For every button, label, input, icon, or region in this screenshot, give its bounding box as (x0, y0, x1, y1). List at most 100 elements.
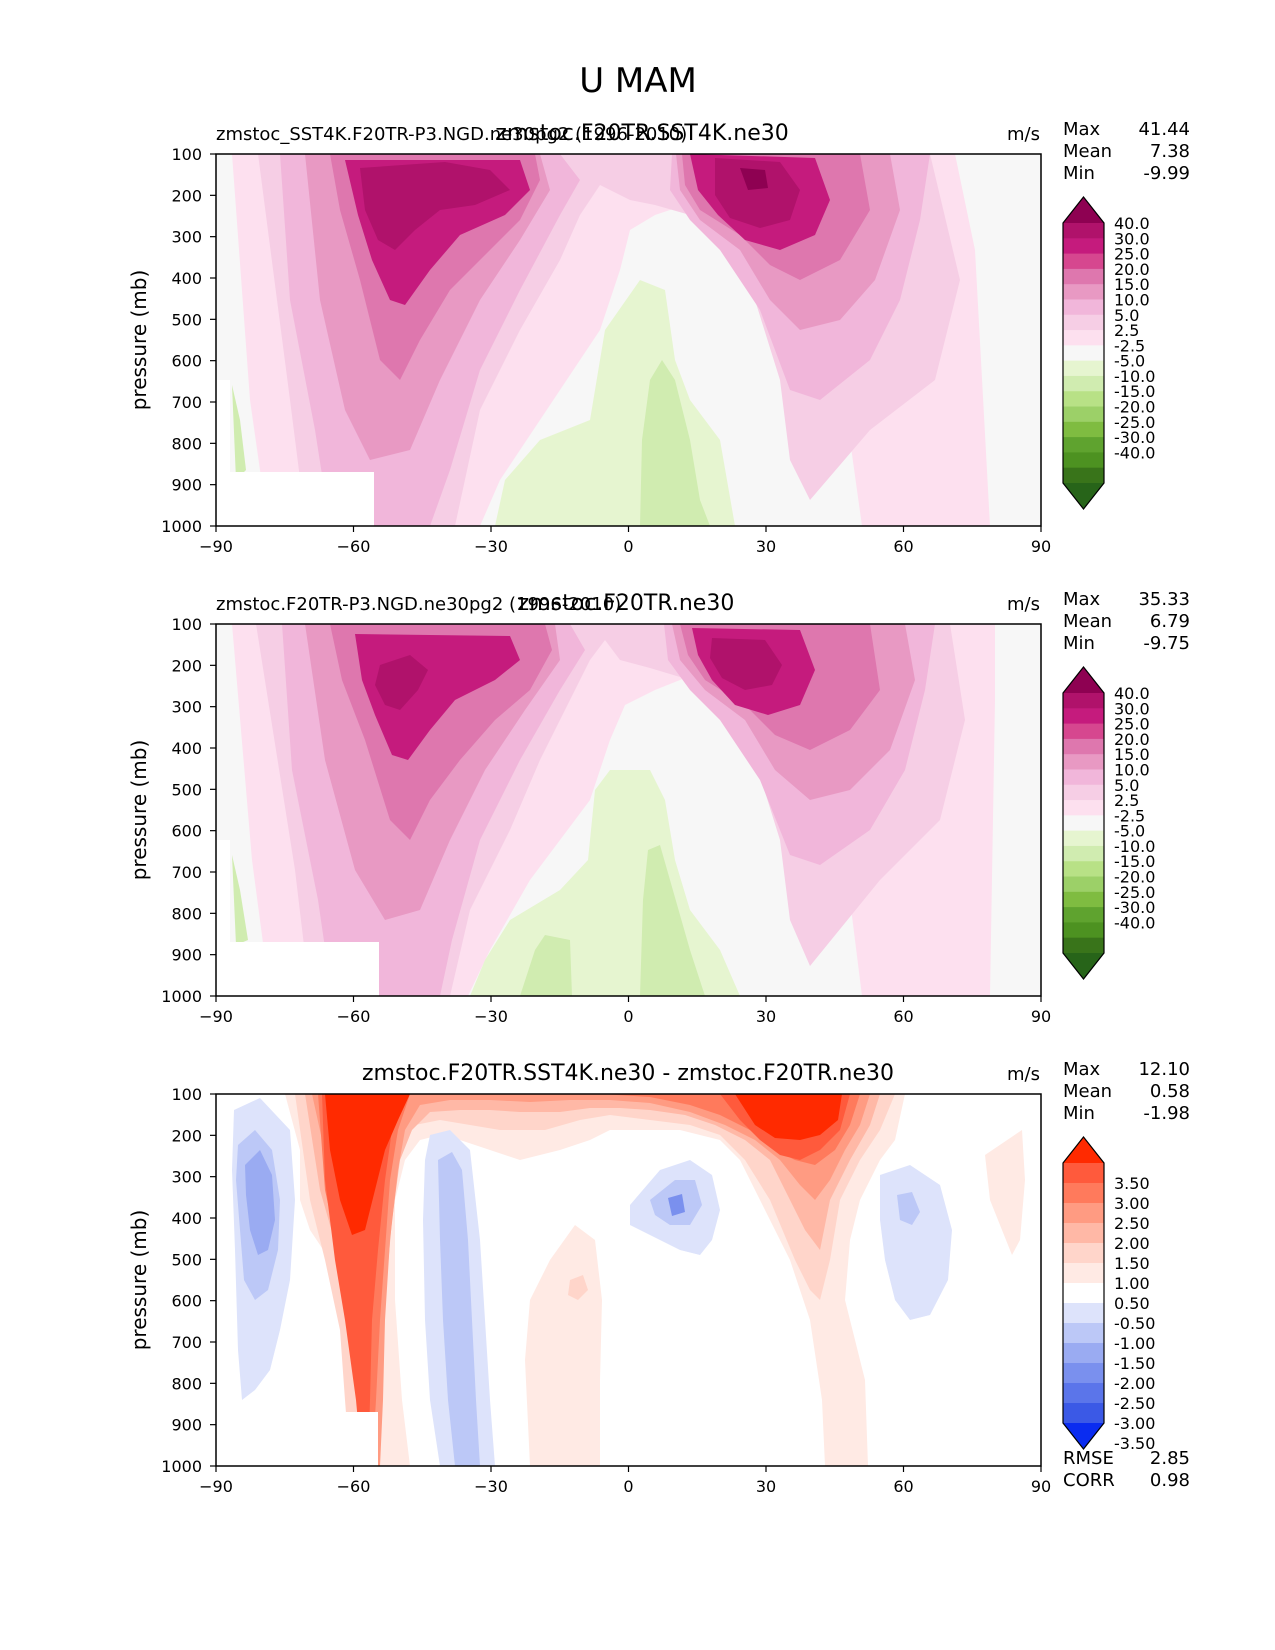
figure-title: U MAM (579, 61, 697, 101)
colorbar-label: 1.50 (1114, 1254, 1150, 1273)
colorbar-bin (1063, 1343, 1104, 1364)
colorbar-label: 3.50 (1114, 1174, 1150, 1193)
y-tick-label: 900 (171, 476, 202, 495)
colorbar-bin (1063, 314, 1104, 331)
y-tick-label: 600 (171, 352, 202, 371)
colorbar-bin (1063, 1243, 1104, 1264)
x-tick-label: −90 (199, 1007, 233, 1026)
colorbar-label: -40.0 (1114, 913, 1155, 932)
panel-3-ylabel: pressure (mb) (127, 1210, 151, 1351)
contour-1-neg2 (640, 360, 710, 526)
colorbar-label: -15.0 (1114, 852, 1155, 871)
colorbar-bin (1063, 467, 1104, 484)
colorbar-bin (1063, 1163, 1104, 1184)
x-tick-label: −90 (199, 537, 233, 556)
panel-1-stat-min-value: -9.99 (1143, 163, 1190, 184)
panel-2-contours (216, 624, 1041, 996)
colorbar-bin (1063, 330, 1104, 346)
colorbar-bin (1063, 861, 1104, 878)
x-tick-label: −60 (337, 537, 371, 556)
panel-1-ylabel: pressure (mb) (127, 270, 151, 411)
colorbar-bin (1063, 922, 1104, 939)
colorbar-bin (1063, 1283, 1104, 1304)
x-tick-label: 0 (623, 1007, 633, 1026)
colorbar-bin (1063, 784, 1104, 801)
y-tick-label: 1000 (161, 987, 202, 1006)
colorbar-outline (1062, 1136, 1105, 1450)
colorbar-bin (1063, 238, 1104, 255)
panel-3-stat-max-label: Max (1063, 1059, 1101, 1080)
x-tick-label: −60 (337, 1007, 371, 1026)
panel-2-center-title: zmstoc.F20TR.ne30 (518, 591, 735, 616)
panel-3-stat-max-value: 12.10 (1138, 1059, 1190, 1080)
panel-1-units: m/s (1007, 124, 1040, 145)
y-tick-label: 600 (171, 1292, 202, 1311)
y-tick-label: 800 (171, 904, 202, 923)
y-tick-label: 800 (171, 1374, 202, 1393)
x-tick-label: 60 (893, 1477, 913, 1496)
colorbar-bin (1063, 907, 1104, 924)
contour-3-neg10 (897, 1192, 920, 1225)
contour-1-neg3 (232, 385, 246, 480)
colorbar-bin (1063, 437, 1104, 454)
panel-3-stats: Max 12.10 Mean 0.58 Min -1.98 (1063, 1059, 1190, 1124)
x-tick-label: 90 (1031, 1477, 1051, 1496)
contour-1-pos7 (360, 162, 510, 250)
colorbar-bin (1063, 391, 1104, 408)
colorbar-bin (1063, 891, 1104, 908)
colorbar-bin (1063, 452, 1104, 469)
colorbar-bin (1063, 223, 1104, 239)
y-tick-label: 200 (171, 1126, 202, 1145)
panel-1-stat-max-label: Max (1063, 119, 1101, 140)
panel-2-yticks: 100 200 300 400 500 600 700 800 900 1000 (161, 615, 216, 1006)
colorbar-bin (1063, 253, 1104, 270)
contour-3-neg5 (438, 1152, 480, 1466)
colorbar-outline (1062, 666, 1105, 980)
x-tick-label: 30 (756, 1007, 776, 1026)
contour-2-neg3 (640, 845, 705, 996)
colorbar-bin (1063, 299, 1104, 316)
colorbar-extend-top (1063, 667, 1104, 693)
colorbar-bin (1063, 268, 1104, 285)
colorbar-bin (1063, 738, 1104, 755)
colorbar-extend-bottom (1063, 1423, 1104, 1449)
colorbar-bin (1063, 375, 1104, 392)
colorbar-bin (1063, 1183, 1104, 1204)
y-tick-label: 800 (171, 434, 202, 453)
x-tick-label: −30 (474, 1477, 508, 1496)
y-tick-label: 500 (171, 780, 202, 799)
colorbar-label: 5.0 (1114, 776, 1139, 795)
colorbar-label: 0.50 (1114, 1294, 1150, 1313)
y-tick-label: 300 (171, 228, 202, 247)
colorbar-label: 25.0 (1114, 245, 1150, 264)
colorbar-label: 2.50 (1114, 1214, 1150, 1233)
colorbar-bin (1063, 876, 1104, 893)
colorbar-label: 1.00 (1114, 1274, 1150, 1293)
colorbar-bin (1063, 815, 1104, 832)
colorbar-label: -1.00 (1114, 1334, 1155, 1353)
colorbar-label: -10.0 (1114, 837, 1155, 856)
panel-1-stat-mean-label: Mean (1063, 141, 1112, 162)
colorbar-bin (1063, 800, 1104, 816)
panel-3-corr-value: 0.98 (1150, 1470, 1190, 1491)
colorbar-label: -30.0 (1114, 898, 1155, 917)
panel-1-contours (216, 154, 1041, 526)
panel-3-corr-label: CORR (1063, 1470, 1115, 1491)
panel-3-rmse-label: RMSE (1063, 1448, 1114, 1469)
contour-3-pos1c (985, 1130, 1025, 1255)
colorbar-label: -1.50 (1114, 1354, 1155, 1373)
y-tick-label: 100 (171, 145, 202, 164)
x-tick-label: −30 (474, 1007, 508, 1026)
panel-3-colorbar: 3.503.002.502.001.501.000.50-0.50-1.00-1… (1062, 1136, 1155, 1453)
colorbar-label: 10.0 (1114, 760, 1150, 779)
panel-1-stats: Max 41.44 Mean 7.38 Min -9.99 (1063, 119, 1190, 184)
colorbar-label: -2.00 (1114, 1374, 1155, 1393)
panel-2: zmstoc.F20TR-P3.NGD.ne30pg2 (1996-2010) … (127, 589, 1190, 1026)
panel-3-contours (216, 1094, 1041, 1466)
contour-2-pos7 (375, 655, 428, 710)
panel-3: zmstoc.F20TR.SST4K.ne30 - zmstoc.F20TR.n… (127, 1059, 1190, 1496)
contour-2-neg4 (232, 855, 248, 945)
panel-1-stat-min-label: Min (1063, 163, 1095, 184)
colorbar-label: -2.5 (1114, 336, 1145, 355)
